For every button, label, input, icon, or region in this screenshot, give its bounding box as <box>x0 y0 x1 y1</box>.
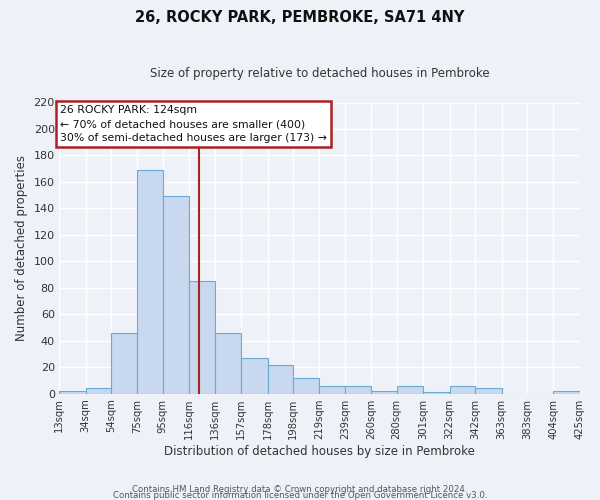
Bar <box>293 378 319 394</box>
Bar <box>111 333 137 394</box>
Title: Size of property relative to detached houses in Pembroke: Size of property relative to detached ho… <box>149 68 489 80</box>
Bar <box>475 388 502 394</box>
Bar <box>86 388 111 394</box>
Bar <box>553 391 580 394</box>
Bar <box>371 391 397 394</box>
Bar <box>59 391 86 394</box>
Text: 26, ROCKY PARK, PEMBROKE, SA71 4NY: 26, ROCKY PARK, PEMBROKE, SA71 4NY <box>136 10 464 25</box>
Bar <box>450 386 475 394</box>
Bar <box>268 364 293 394</box>
Bar <box>215 333 241 394</box>
X-axis label: Distribution of detached houses by size in Pembroke: Distribution of detached houses by size … <box>164 444 475 458</box>
Text: 26 ROCKY PARK: 124sqm
← 70% of detached houses are smaller (400)
30% of semi-det: 26 ROCKY PARK: 124sqm ← 70% of detached … <box>60 105 327 143</box>
Text: Contains HM Land Registry data © Crown copyright and database right 2024.: Contains HM Land Registry data © Crown c… <box>132 484 468 494</box>
Bar <box>319 386 345 394</box>
Bar <box>423 392 450 394</box>
Bar <box>137 170 163 394</box>
Bar <box>241 358 268 394</box>
Bar <box>189 281 215 394</box>
Y-axis label: Number of detached properties: Number of detached properties <box>15 155 28 341</box>
Bar <box>163 196 189 394</box>
Bar <box>345 386 371 394</box>
Text: Contains public sector information licensed under the Open Government Licence v3: Contains public sector information licen… <box>113 491 487 500</box>
Bar <box>397 386 423 394</box>
